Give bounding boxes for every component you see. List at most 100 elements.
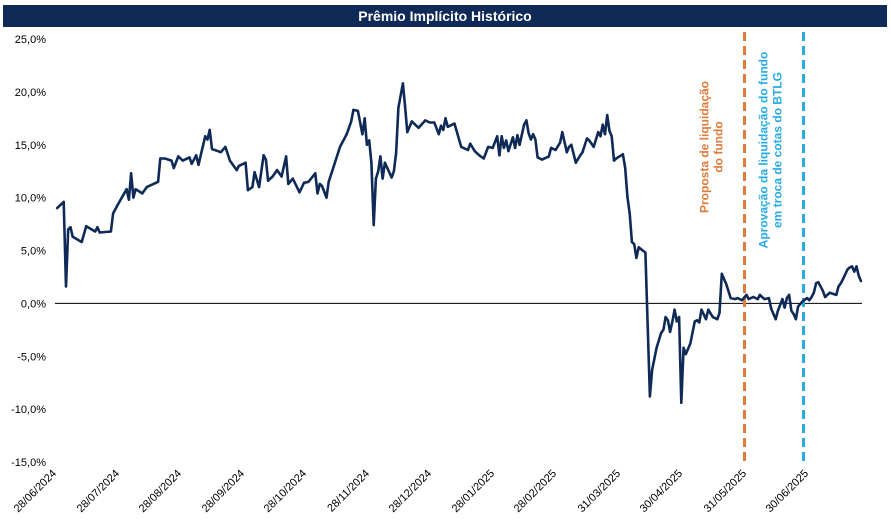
data-point (608, 129, 611, 133)
data-point (801, 300, 804, 303)
x-tick-label: 30/06/2025 (764, 468, 811, 515)
x-tick-label: 28/10/2024 (262, 468, 309, 515)
data-point (531, 133, 535, 136)
data-point (446, 125, 449, 128)
data-point (69, 226, 72, 229)
x-tick-label: 30/04/2025 (638, 468, 685, 515)
data-point (659, 331, 663, 335)
data-point (752, 295, 755, 299)
data-point (271, 175, 274, 178)
data-point (381, 177, 384, 180)
data-point (581, 151, 584, 154)
data-point (318, 182, 321, 186)
data-point (406, 130, 409, 134)
x-tick-label: 31/03/2025 (576, 468, 623, 515)
data-point (579, 154, 582, 157)
data-point (729, 296, 732, 300)
data-point (655, 346, 658, 349)
x-axis: 28/06/2024 28/07/2024 28/08/2024 28/09/2024… (12, 468, 811, 515)
data-point (98, 231, 101, 234)
data-point (64, 285, 68, 288)
data-point (392, 170, 396, 173)
data-point (796, 305, 800, 308)
y-tick-label: 0,0% (21, 298, 46, 310)
y-tick-label: 20,0% (15, 87, 46, 99)
data-point (565, 151, 568, 154)
data-point (251, 185, 254, 189)
data-point (327, 180, 330, 183)
data-point (417, 126, 420, 129)
data-point (794, 318, 798, 321)
data-point (846, 268, 849, 271)
x-tick-label: 28/01/2025 (450, 468, 497, 515)
data-point (127, 198, 131, 201)
data-point (291, 177, 294, 180)
data-point (469, 142, 472, 145)
x-tick-label: 28/11/2024 (325, 468, 372, 515)
data-point (574, 161, 577, 164)
data-point (368, 139, 371, 142)
data-point (626, 195, 629, 198)
data-point (235, 168, 238, 172)
data-point (808, 299, 811, 302)
data-point (689, 342, 692, 345)
data-point (244, 161, 247, 164)
data-point (496, 135, 499, 138)
data-point (534, 138, 537, 141)
data-point (810, 295, 813, 299)
data-point (177, 155, 180, 158)
data-point (507, 149, 510, 153)
data-point (783, 306, 786, 309)
data-point (597, 130, 600, 134)
data-point (693, 320, 696, 323)
data-point (302, 181, 306, 184)
data-point (132, 196, 135, 199)
data-point (365, 143, 369, 146)
data-point (453, 122, 456, 125)
data-point (170, 159, 173, 162)
y-axis: 25,0% 20,0% 15,0% 10,0% 5,0% 0,0% -5,0% -10,0% -… (11, 34, 46, 469)
data-point (397, 106, 400, 109)
data-point (823, 295, 827, 299)
data-point (740, 299, 744, 302)
data-point (228, 159, 232, 162)
data-point (671, 320, 674, 323)
data-point (96, 226, 99, 229)
data-point (725, 283, 728, 286)
data-point (848, 266, 851, 269)
data-point (650, 368, 654, 372)
data-point (264, 158, 268, 161)
data-point (790, 309, 793, 312)
data-point (159, 157, 162, 160)
data-point (307, 180, 310, 183)
event-label-1: Proposta de liquidaçãodo fundo (698, 81, 726, 213)
data-point (718, 311, 721, 315)
data-point (601, 123, 604, 126)
data-point (716, 318, 719, 321)
y-tick-label: 25,0% (15, 34, 46, 46)
data-point (745, 293, 748, 297)
data-point (224, 145, 227, 149)
data-point (314, 172, 317, 175)
series-group (55, 82, 863, 405)
data-point (513, 146, 517, 150)
data-point (633, 243, 636, 246)
data-point (394, 152, 398, 155)
data-point (812, 291, 815, 294)
data-point (518, 143, 521, 146)
data-point (644, 251, 647, 254)
data-point (94, 230, 97, 233)
data-point (664, 315, 667, 319)
data-point (370, 161, 373, 164)
data-point (361, 133, 364, 136)
data-point (805, 296, 809, 300)
y-tick-label: 10,0% (15, 193, 46, 205)
data-point (298, 191, 301, 194)
data-point (662, 328, 665, 331)
data-point (403, 105, 407, 108)
data-point (280, 175, 283, 178)
data-point (698, 321, 701, 324)
data-point (561, 130, 564, 134)
